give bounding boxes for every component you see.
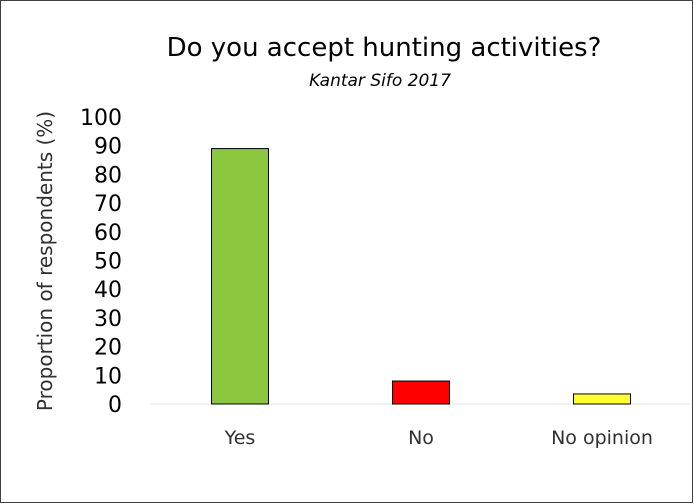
y-tick-label: 70 [94, 192, 122, 217]
y-tick-label: 50 [94, 250, 122, 275]
chart-subtitle: Kantar Sifo 2017 [309, 71, 451, 91]
bar-no-opinion [573, 393, 631, 405]
chart-title: Do you accept hunting activities? [167, 33, 602, 63]
y-tick-label: 90 [94, 135, 122, 160]
y-tick-label: 30 [94, 307, 122, 332]
x-tick-label: No [408, 427, 434, 449]
y-tick-label: 60 [94, 221, 122, 246]
x-tick-label: Yes [224, 427, 256, 449]
y-tick-label: 40 [94, 278, 122, 303]
y-tick-label: 80 [94, 163, 122, 188]
bar-yes [211, 148, 269, 405]
x-tick-label: No opinion [551, 427, 653, 449]
y-tick-label: 100 [80, 106, 122, 131]
bar-no [392, 380, 450, 405]
bars [211, 148, 631, 405]
y-tick-label: 0 [108, 393, 122, 418]
y-axis-label: Proportion of respondents (%) [33, 111, 57, 411]
x-axis-ticks: Yes No No opinion [224, 427, 653, 449]
y-tick-label: 20 [94, 336, 122, 361]
y-tick-label: 10 [94, 364, 122, 389]
